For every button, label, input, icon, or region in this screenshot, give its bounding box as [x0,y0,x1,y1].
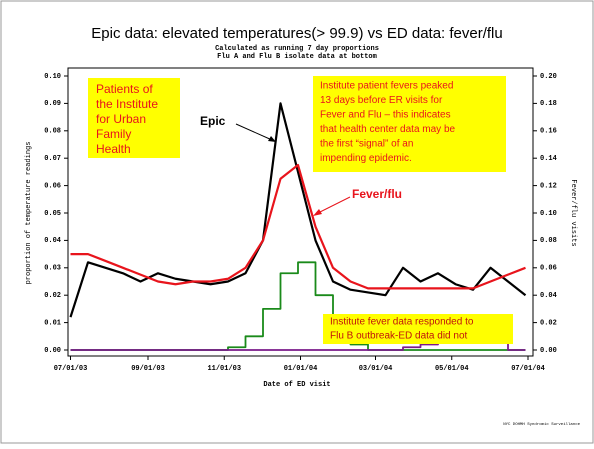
arrow [235,123,273,141]
y-tick-label: 0.03 [44,265,61,273]
y-tick-label: 0.05 [44,210,61,218]
subtitle: Calculated as running 7 day proportions [215,45,379,53]
x-tick-label: 05/01/04 [435,365,469,373]
x-tick-label: 09/01/03 [131,365,165,373]
y-tick-label: 0.09 [44,100,61,108]
y-tick-label: 0.00 [44,347,61,355]
plot: 0.00 0.01 0.02 0.03 0.04 0.05 0.06 0.07 0.08 0.09… [44,73,557,373]
annotation-text: impending epidemic. [320,153,412,164]
annotation-text: Patients of [96,82,153,96]
series-label: Fever/flu [352,187,402,201]
annotation-text: Institute patient fevers peaked [320,81,453,92]
annotation-box [88,78,180,158]
y-tick-label: 0.02 [44,292,61,300]
annotation-text: Institute fever data responded to [330,317,474,328]
y2-tick-label: 0.10 [540,210,557,218]
annotation-box [313,76,506,172]
y2-tick-label: 0.18 [540,100,557,108]
x-axis-label: Date of ED visit [263,381,330,389]
annotation-text: 13 days before ER visits for [320,95,443,106]
arrow-head [268,136,276,142]
footer: NYC DOHMH Syndromic Surveillance [503,422,580,427]
x-tick-label: 07/01/03 [54,365,88,373]
y-tick-label: 0.10 [44,73,61,81]
y2-tick-label: 0.16 [540,128,557,136]
y2-tick-label: 0.08 [540,237,557,245]
y-tick-label: 0.01 [44,319,61,327]
x-tick-label: 11/01/03 [207,365,241,373]
y2-tick-label: 0.20 [540,73,557,81]
series-line [70,163,526,290]
y2-tick-label: 0.04 [540,292,557,300]
annotation-text: Health [96,142,131,156]
x-tick-label: 01/01/04 [284,365,318,373]
series-line [69,102,527,318]
y2-tick-label: 0.12 [540,182,557,190]
arrow [317,196,351,214]
annotation-text: for Urban [96,112,146,126]
y2-tick-label: 0.00 [540,347,557,355]
x-tick-label: 07/01/04 [511,365,545,373]
y-tick-label: 0.08 [44,128,61,136]
annotation-text: that health center data may be [320,124,456,135]
x-tick-label: 03/01/04 [359,365,393,373]
y-axis-label: proportion of temperature readings [25,142,33,285]
y-tick-label: 0.06 [44,182,61,190]
series-label: Epic [200,114,226,128]
chart-title: Epic data: elevated temperatures(> 99.9)… [91,25,502,42]
annotation-text: Flu B outbreak-ED data did not [330,331,468,342]
y-tick-label: 0.04 [44,237,61,245]
annotation-text: Fever and Flu – this indicates [320,110,451,121]
annotation-text: the first “signal” of an [320,139,413,150]
annotation-box [323,314,513,344]
annotation-text: the Institute [96,97,158,111]
y2-axis-label: Fever/flu visits [569,179,577,246]
annotation-text: Family [96,127,131,141]
y2-tick-label: 0.06 [540,265,557,273]
subtitle: Flu A and Flu B isolate data at bottom [217,53,377,61]
y-tick-label: 0.07 [44,155,61,163]
arrow-head [313,209,322,216]
y2-tick-label: 0.02 [540,319,557,327]
y2-tick-label: 0.14 [540,155,557,163]
